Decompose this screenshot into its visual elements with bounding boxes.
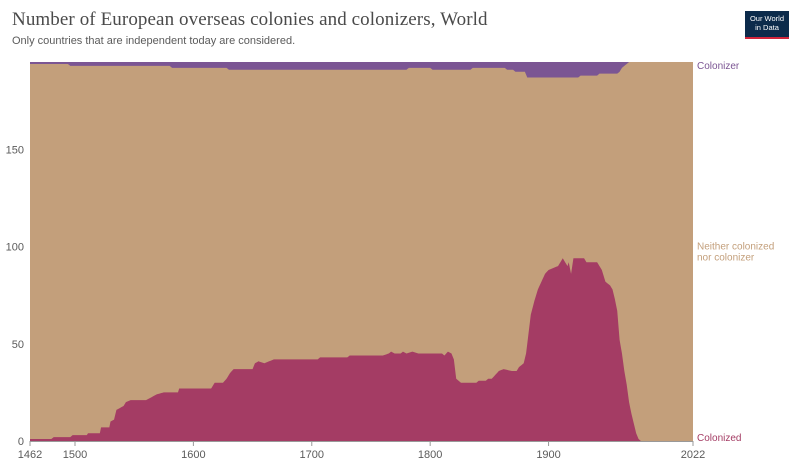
x-tick-label: 2022 [681, 449, 705, 461]
x-tick-label: 1600 [181, 449, 205, 461]
legend-label-colonized[interactable]: Colonized [697, 433, 741, 444]
legend-label-neither-line1[interactable]: Neither colonized [697, 242, 774, 253]
x-tick-label: 1700 [300, 449, 324, 461]
x-tick-label: 1900 [536, 449, 560, 461]
owid-logo[interactable]: Our World in Data [745, 11, 789, 39]
y-tick-label: 150 [6, 144, 24, 156]
legend-label-neither-line2[interactable]: nor colonizer [697, 253, 755, 264]
y-axis-ticks: 0 50 100 150 [6, 144, 24, 448]
colonized-area[interactable] [30, 258, 693, 441]
y-tick-label: 0 [18, 436, 24, 448]
x-tick-label: 1462 [18, 449, 42, 461]
y-tick-label: 50 [12, 339, 24, 351]
logo-line-2: in Data [755, 22, 779, 32]
y-tick-label: 100 [6, 242, 24, 254]
legend-label-colonizer[interactable]: Colonizer [697, 61, 740, 72]
x-axis-ticks: 1462 1500 1600 1700 1800 1900 2022 [18, 441, 705, 461]
chart-subtitle: Only countries that are independent toda… [12, 35, 296, 47]
logo-line-1: Our World [749, 14, 785, 23]
chart-title: Number of European overseas colonies and… [12, 9, 488, 30]
x-tick-label: 1500 [63, 449, 87, 461]
x-tick-label: 1800 [418, 449, 442, 461]
colonizer-area[interactable] [30, 62, 693, 78]
